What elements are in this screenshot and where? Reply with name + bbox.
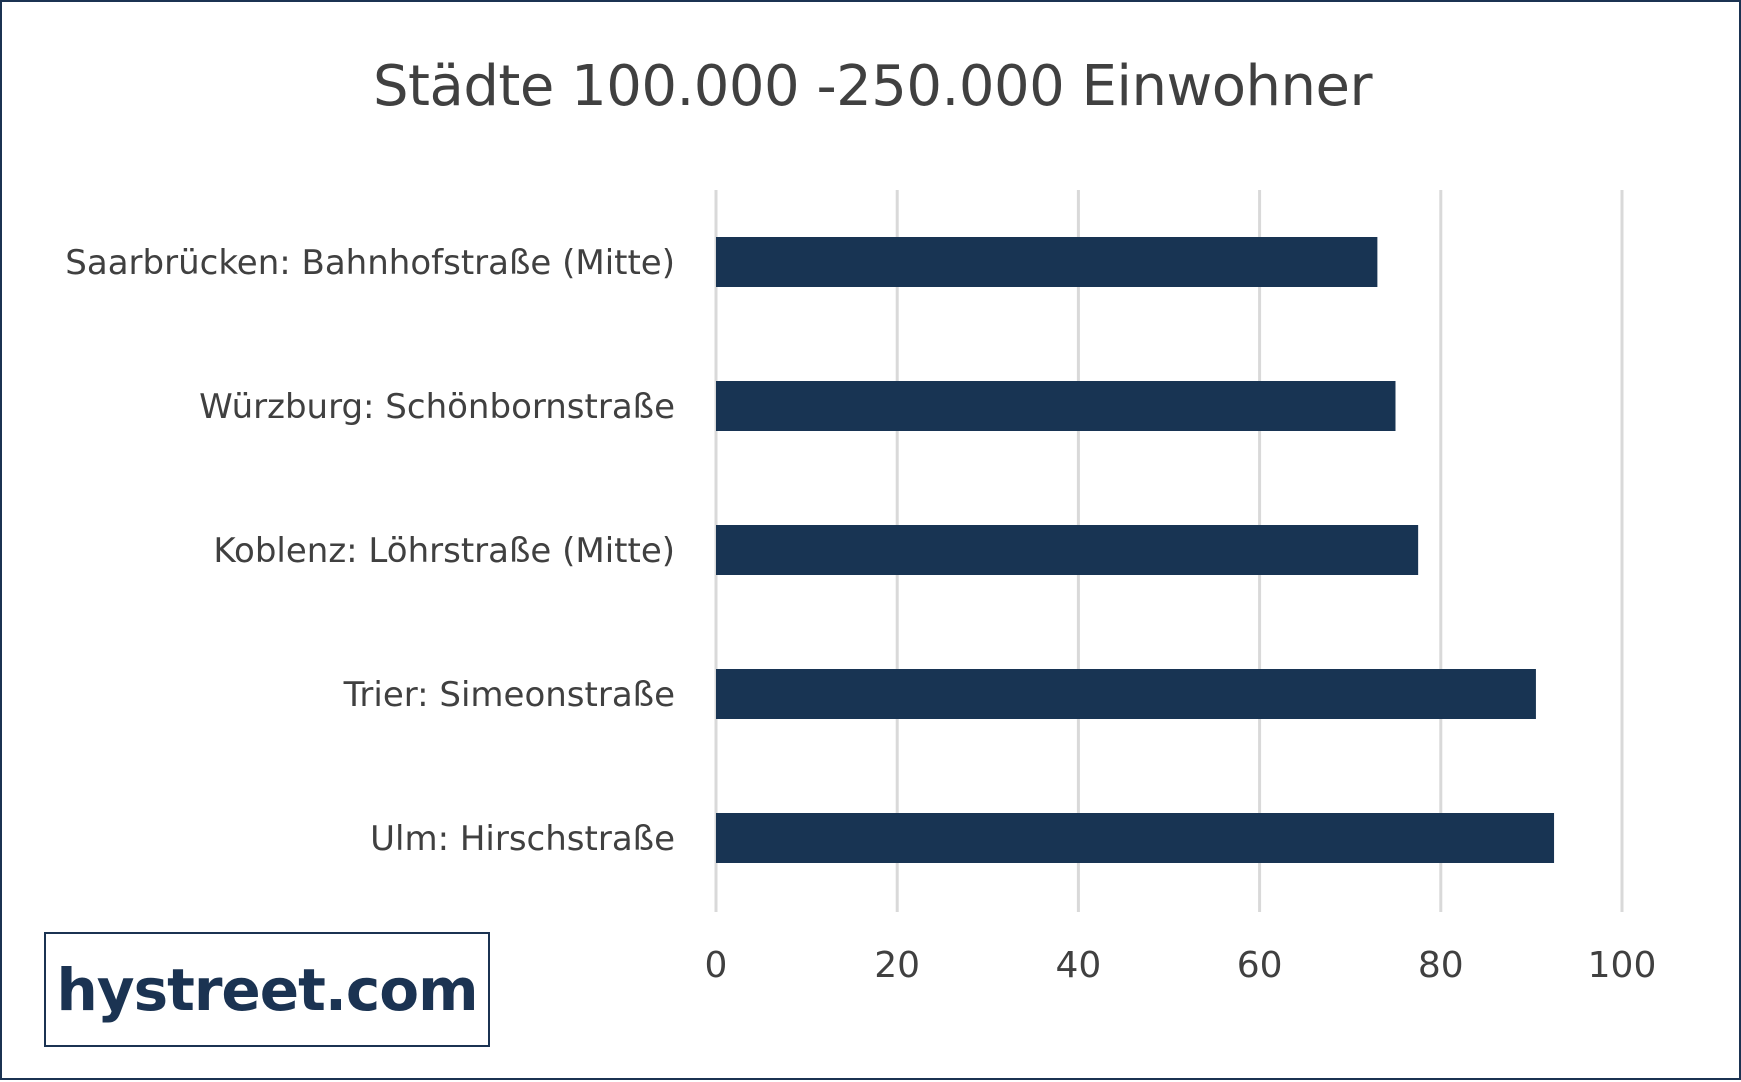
x-tick-label: 60 (1237, 945, 1283, 986)
category-label: Würzburg: Schönbornstraße (199, 387, 675, 427)
x-tick-label: 20 (874, 945, 920, 986)
category-labels: Saarbrücken: Bahnhofstraße (Mitte) Würzbu… (65, 243, 675, 859)
chart-title: Städte 100.000 -250.000 Einwohner (373, 54, 1373, 119)
x-tick-labels: 0 20 40 60 80 100 (705, 945, 1657, 986)
bars (716, 237, 1555, 863)
bar (716, 813, 1555, 863)
category-label: Saarbrücken: Bahnhofstraße (Mitte) (65, 243, 675, 283)
hystreet-logo: hystreet.com (44, 932, 490, 1047)
bar (716, 669, 1536, 719)
x-tick-label: 0 (705, 945, 728, 986)
logo-text: hystreet.com (56, 955, 478, 1024)
bar (716, 237, 1378, 287)
x-tick-label: 80 (1418, 945, 1464, 986)
x-tick-label: 40 (1055, 945, 1101, 986)
category-label: Ulm: Hirschstraße (370, 819, 675, 859)
category-label: Koblenz: Löhrstraße (Mitte) (213, 531, 675, 571)
bar (716, 525, 1419, 575)
category-label: Trier: Simeonstraße (343, 675, 675, 715)
bar (716, 381, 1396, 431)
x-tick-label: 100 (1588, 945, 1657, 986)
